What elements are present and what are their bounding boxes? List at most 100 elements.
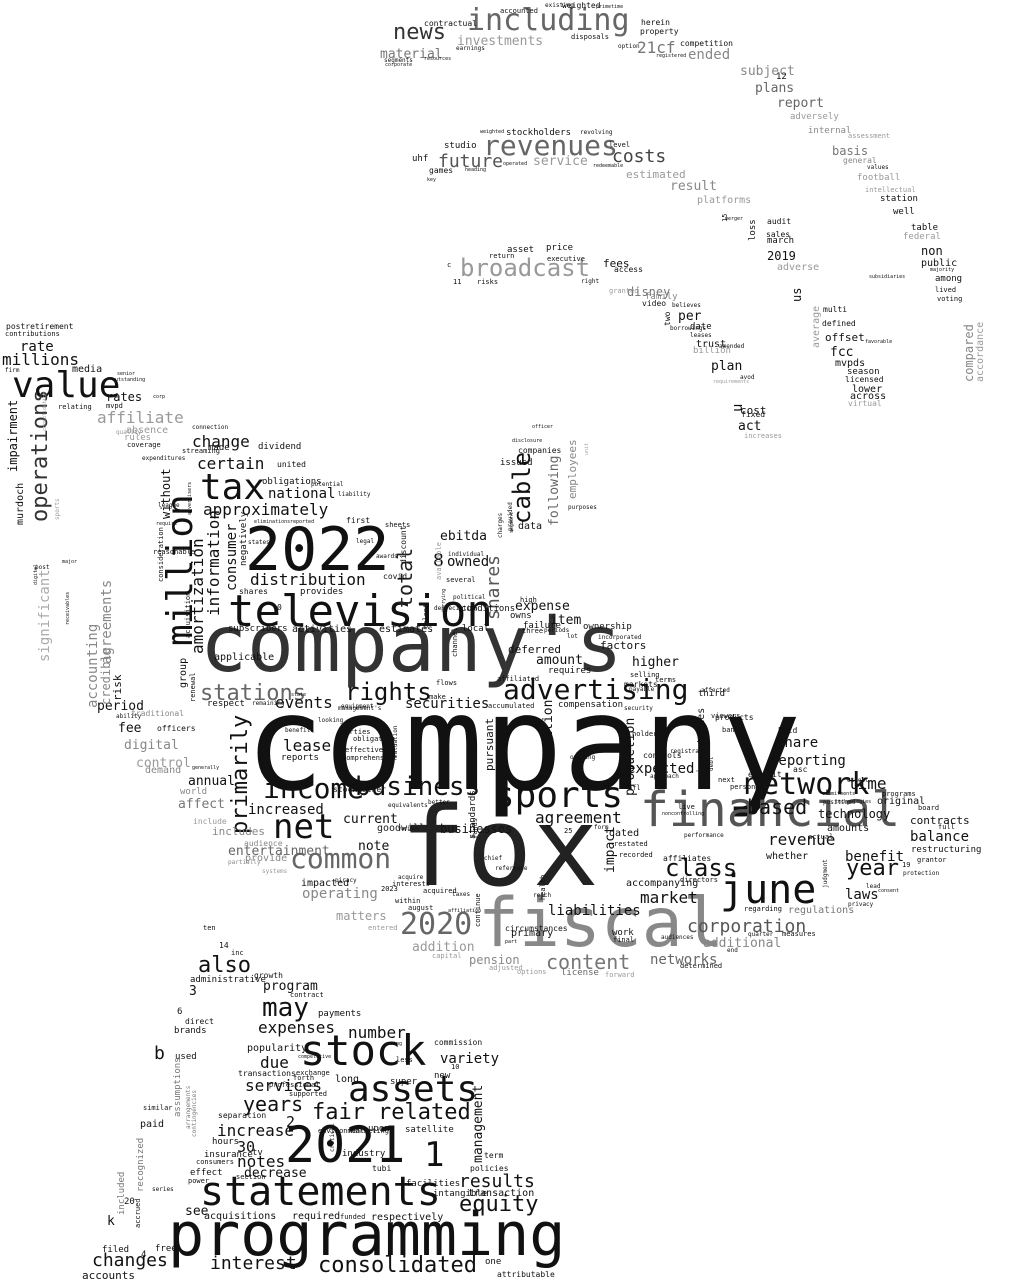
word-purposes: purposes	[568, 504, 597, 511]
word-estimates: estimates	[379, 624, 434, 635]
word-control: control	[136, 756, 191, 771]
word-material: material	[380, 47, 443, 62]
word-taxes: taxes	[452, 891, 471, 898]
word-three: three	[522, 627, 544, 635]
word-determined: determined	[680, 962, 723, 970]
word-consumer: consumer	[224, 523, 240, 591]
word-acquisition: acquisition	[184, 591, 192, 638]
word-revenues: revenues	[483, 129, 618, 162]
word-contracts: contracts	[910, 814, 970, 827]
word-business: business	[355, 772, 481, 802]
word-platforms: platforms	[697, 195, 752, 206]
word-operations: operations	[28, 389, 53, 522]
word-securities: securities	[405, 696, 490, 712]
word-end: end	[727, 947, 738, 954]
word-competitive: competitive	[298, 1054, 332, 1060]
word-dividend: dividend	[258, 442, 302, 452]
word-liability: liability	[338, 491, 371, 498]
word-covid: covid	[383, 572, 408, 581]
word-filed: filed	[102, 1245, 130, 1255]
word-resources: resources	[424, 56, 452, 62]
word-terms: terms	[655, 676, 677, 684]
word-fees: fees	[603, 257, 630, 270]
word-accrued: accrued	[134, 1198, 142, 1228]
word-audiences: audiences	[661, 934, 694, 941]
word-traditional: traditional	[131, 709, 184, 718]
word-contractual: contractual	[424, 19, 477, 28]
word-judgment: judgment	[822, 859, 829, 888]
word-compensation: compensation	[558, 700, 624, 710]
word-laws: laws	[845, 887, 879, 903]
word-adversely: adversely	[790, 112, 839, 122]
word-benefits: benefits	[285, 727, 314, 734]
word-including: including	[467, 3, 630, 38]
word-20: 20	[124, 1197, 135, 1207]
word-reasonable: reasonable	[153, 548, 196, 556]
word-acquire: acquire	[398, 874, 424, 881]
word-news: news	[393, 20, 446, 45]
word-operated: operated	[503, 161, 528, 167]
word-effective: effective	[345, 746, 383, 754]
word-studio: studio	[444, 141, 477, 151]
word-expected: expected	[627, 761, 695, 777]
word-affiliated: affiliated	[497, 675, 540, 683]
word-original: original	[877, 796, 926, 807]
word-sports: sports	[493, 775, 624, 816]
word-officers: officers	[157, 724, 196, 733]
word-discount: discount	[399, 525, 408, 564]
word-provide: provide	[245, 853, 288, 864]
word-state: state	[291, 692, 307, 698]
word-benefit: benefit	[845, 849, 905, 865]
word-entered: entered	[368, 924, 398, 932]
word-2: 2	[286, 1113, 296, 1131]
word-common: common	[290, 842, 392, 875]
word-personal: personal	[730, 783, 764, 791]
word-without: without	[159, 468, 173, 519]
word-incorporated: incorporated	[598, 634, 642, 641]
word-ended: ended	[688, 47, 731, 63]
word-form: form	[594, 824, 609, 831]
word-virtual: virtual	[848, 399, 882, 408]
word-expenditures: expenditures	[142, 455, 186, 462]
word-using: using	[387, 1041, 403, 1047]
word-annual: annual	[188, 774, 235, 789]
word-quality: quality	[116, 429, 142, 436]
word-access: access	[614, 265, 643, 274]
word-10: 10	[451, 1063, 460, 1071]
word-audience: audience	[244, 839, 283, 848]
word-operating: operating	[302, 886, 378, 902]
word-funded: funded	[340, 1213, 366, 1221]
word-affiliate: affiliate	[97, 408, 184, 427]
word-balance: balance	[910, 829, 970, 845]
word-awards: awards	[376, 553, 398, 560]
word-june: june	[720, 867, 817, 913]
word-dated: dated	[609, 828, 640, 839]
word-consolidated: consolidated	[318, 1253, 477, 1278]
word-united: united	[277, 460, 306, 469]
word-executive: executive	[547, 255, 585, 263]
word-voting: voting	[937, 295, 963, 303]
word-used: used	[175, 1052, 197, 1062]
word-tv: tv	[252, 1148, 263, 1158]
word-station: station	[880, 194, 918, 204]
word-4: 4	[141, 1250, 147, 1260]
word-part: part	[505, 939, 518, 945]
word-service: service	[533, 154, 588, 169]
word-equivalents: equivalents	[388, 802, 428, 809]
word-outstanding: outstanding	[112, 377, 146, 383]
word-includes: includes	[212, 825, 265, 838]
word-environment: environment	[318, 1127, 365, 1135]
word-approximately: approximately	[203, 500, 329, 519]
word-required: required	[292, 1211, 341, 1222]
word-based: based	[747, 795, 808, 819]
word-better: better	[428, 799, 450, 806]
word-advertising: advertising	[503, 673, 689, 706]
word-0: 0	[277, 603, 282, 612]
word-heading: heading	[465, 167, 487, 173]
word-income: income	[263, 772, 365, 805]
word-demand: demand	[145, 765, 182, 776]
word-plans: plans	[755, 81, 795, 96]
word-millions: millions	[2, 350, 80, 369]
word-k: k	[107, 1214, 115, 1229]
word-offset: offset	[825, 331, 865, 344]
